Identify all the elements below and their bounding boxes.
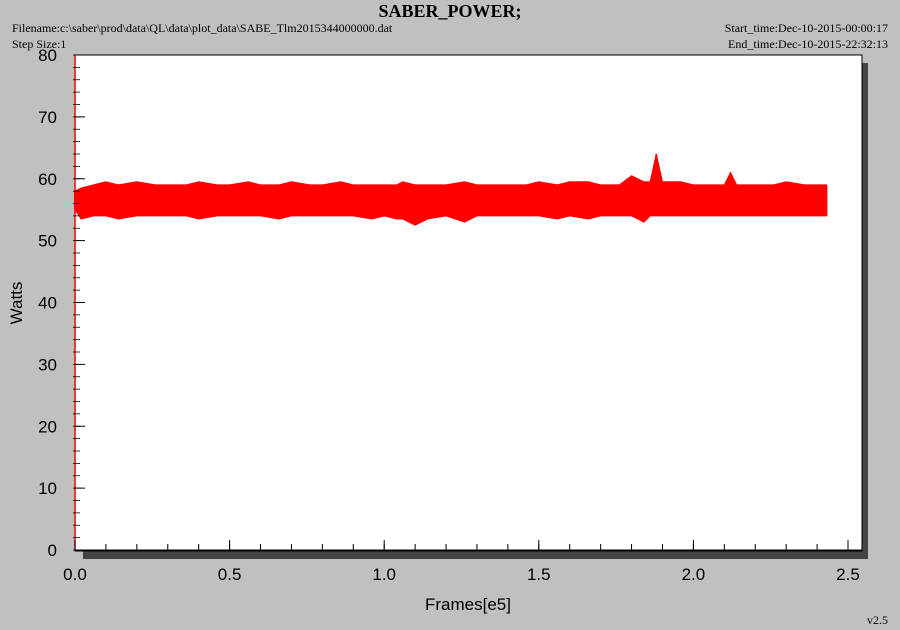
x-tick-label: 2.0 — [682, 565, 706, 584]
plot-area — [74, 54, 863, 552]
x-tick-label: 0.0 — [63, 565, 87, 584]
x-tick-label: 1.0 — [372, 565, 396, 584]
x-axis-label: Frames[e5] — [425, 595, 511, 614]
y-tick-label: 50 — [38, 232, 57, 251]
y-tick-label: 10 — [38, 479, 57, 498]
version-label: v2.5 — [867, 613, 888, 627]
x-tick-label: 2.5 — [836, 565, 860, 584]
axes: 0.0 0.5 1.0 1.5 2.0 2.5 0 10 20 30 40 50 60 70 80 — [38, 46, 862, 584]
y-tick-label: 40 — [38, 294, 57, 313]
chart-title: SABER_POWER; — [378, 1, 522, 21]
y-tick-label: 80 — [38, 46, 57, 65]
y-tick-label: 20 — [38, 417, 57, 436]
y-tick-label: 70 — [38, 108, 57, 127]
filename-label: Filename:c:\saber\prod\data\QL\data\plot… — [12, 21, 393, 35]
series-envelope — [74, 153, 827, 226]
series-band — [74, 153, 828, 226]
step-size-label: Step Size:1 — [12, 37, 67, 51]
end-time-label: End_time:Dec-10-2015-22:32:13 — [728, 37, 888, 51]
x-tick-label: 1.5 — [527, 565, 551, 584]
x-tick-label: 0.5 — [218, 565, 242, 584]
y-axis-label: Watts — [7, 282, 26, 325]
y-tick-label: 30 — [38, 355, 57, 374]
y-tick-label: 0 — [48, 541, 57, 560]
start-time-label: Start_time:Dec-10-2015-00:00:17 — [724, 21, 888, 35]
y-tick-label: 60 — [38, 170, 57, 189]
